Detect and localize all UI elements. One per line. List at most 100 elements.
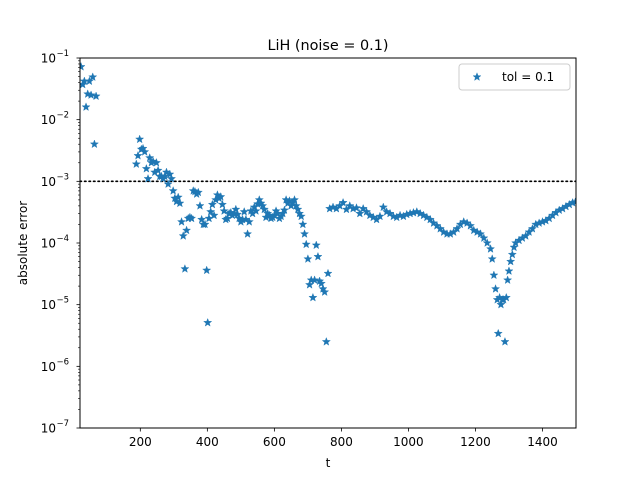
data-point <box>355 208 365 218</box>
data-point <box>504 266 514 275</box>
data-point <box>493 328 503 338</box>
data-point <box>289 195 300 204</box>
legend-box <box>458 63 571 91</box>
data-point <box>298 219 308 229</box>
data-point <box>80 62 86 71</box>
data-point <box>209 210 219 220</box>
y-tick-label: 10 <box>41 237 56 251</box>
data-point <box>482 238 492 247</box>
data-point <box>465 221 475 230</box>
data-point <box>291 201 301 210</box>
data-point <box>131 159 141 169</box>
data-point <box>316 278 326 288</box>
y-tick-label: 10 <box>41 422 56 436</box>
x-tick-label: 400 <box>196 435 219 449</box>
data-point <box>521 231 531 240</box>
data-point <box>216 192 226 201</box>
data-point <box>303 254 313 263</box>
data-point <box>203 317 213 327</box>
x-axis-ticks: 200 400 600 800 1000 1200 1400 <box>129 428 558 449</box>
y-tick-label: 10 <box>41 52 56 66</box>
data-point <box>178 231 188 240</box>
data-point <box>175 198 185 208</box>
data-point <box>496 299 506 309</box>
data-point <box>500 337 510 346</box>
data-point <box>301 239 311 249</box>
data-point <box>239 207 249 216</box>
x-axis-label: t <box>326 456 331 470</box>
data-point <box>135 134 145 144</box>
plot-area <box>80 62 576 346</box>
y-tick-exponent: −3 <box>57 172 70 182</box>
data-point <box>479 233 489 242</box>
data-point <box>378 202 388 212</box>
data-point <box>140 147 150 156</box>
y-tick-exponent: −5 <box>57 296 70 306</box>
x-tick-label: 1400 <box>527 435 558 449</box>
data-point <box>425 214 435 224</box>
data-point <box>351 203 362 212</box>
legend-label: tol = 0.1 <box>502 70 554 84</box>
data-point <box>177 217 187 226</box>
data-point <box>296 211 306 221</box>
y-tick-label: 10 <box>41 298 56 312</box>
y-tick-label: 10 <box>41 113 56 127</box>
data-point <box>168 186 178 195</box>
data-point <box>293 204 303 214</box>
data-point <box>258 201 268 210</box>
data-point <box>91 91 101 101</box>
data-point <box>452 224 462 233</box>
data-point <box>243 229 253 238</box>
chart-title: LiH (noise = 0.1) <box>267 38 388 54</box>
data-point <box>475 229 486 238</box>
data-point <box>503 275 513 284</box>
data-point <box>313 251 323 261</box>
y-axis-label: absolute error <box>16 201 30 286</box>
data-point <box>338 197 348 207</box>
legend: tol = 0.1 <box>458 63 571 91</box>
data-point <box>570 197 576 206</box>
data-point <box>435 224 445 233</box>
data-point <box>151 158 161 167</box>
data-point <box>308 292 318 302</box>
y-tick-label: 10 <box>41 360 56 374</box>
data-point <box>81 102 91 111</box>
data-point <box>486 244 496 253</box>
data-point <box>310 275 320 284</box>
data-point <box>527 224 537 233</box>
data-point <box>195 201 205 210</box>
data-point <box>141 163 151 173</box>
x-tick-label: 1200 <box>460 435 491 449</box>
data-point <box>173 192 183 202</box>
data-point <box>166 174 177 183</box>
y-axis-ticks: 10−710−610−510−410−310−210−1 <box>41 49 80 436</box>
data-point <box>163 179 173 189</box>
data-point <box>145 153 155 162</box>
legend-star-icon <box>472 72 482 81</box>
y-tick-exponent: −2 <box>57 111 70 121</box>
data-point <box>207 199 217 209</box>
data-point <box>88 72 98 81</box>
x-tick-label: 200 <box>129 435 152 449</box>
data-point <box>341 204 351 214</box>
y-tick-exponent: −6 <box>57 357 70 367</box>
data-point <box>507 249 517 259</box>
data-point <box>489 270 499 280</box>
data-point <box>279 205 289 215</box>
data-point <box>86 90 96 99</box>
y-tick-exponent: −1 <box>57 49 70 59</box>
data-point <box>321 337 331 346</box>
x-tick-label: 1000 <box>393 435 424 449</box>
data-point <box>362 207 372 216</box>
data-point <box>501 292 511 302</box>
data-point <box>259 204 269 214</box>
y-tick-label: 10 <box>41 175 56 189</box>
data-point <box>153 165 163 175</box>
y-tick-exponent: −4 <box>57 234 70 244</box>
data-point <box>231 204 241 214</box>
data-point <box>254 195 264 204</box>
data-point <box>180 264 190 273</box>
data-point <box>232 209 243 219</box>
data-point <box>217 199 227 209</box>
